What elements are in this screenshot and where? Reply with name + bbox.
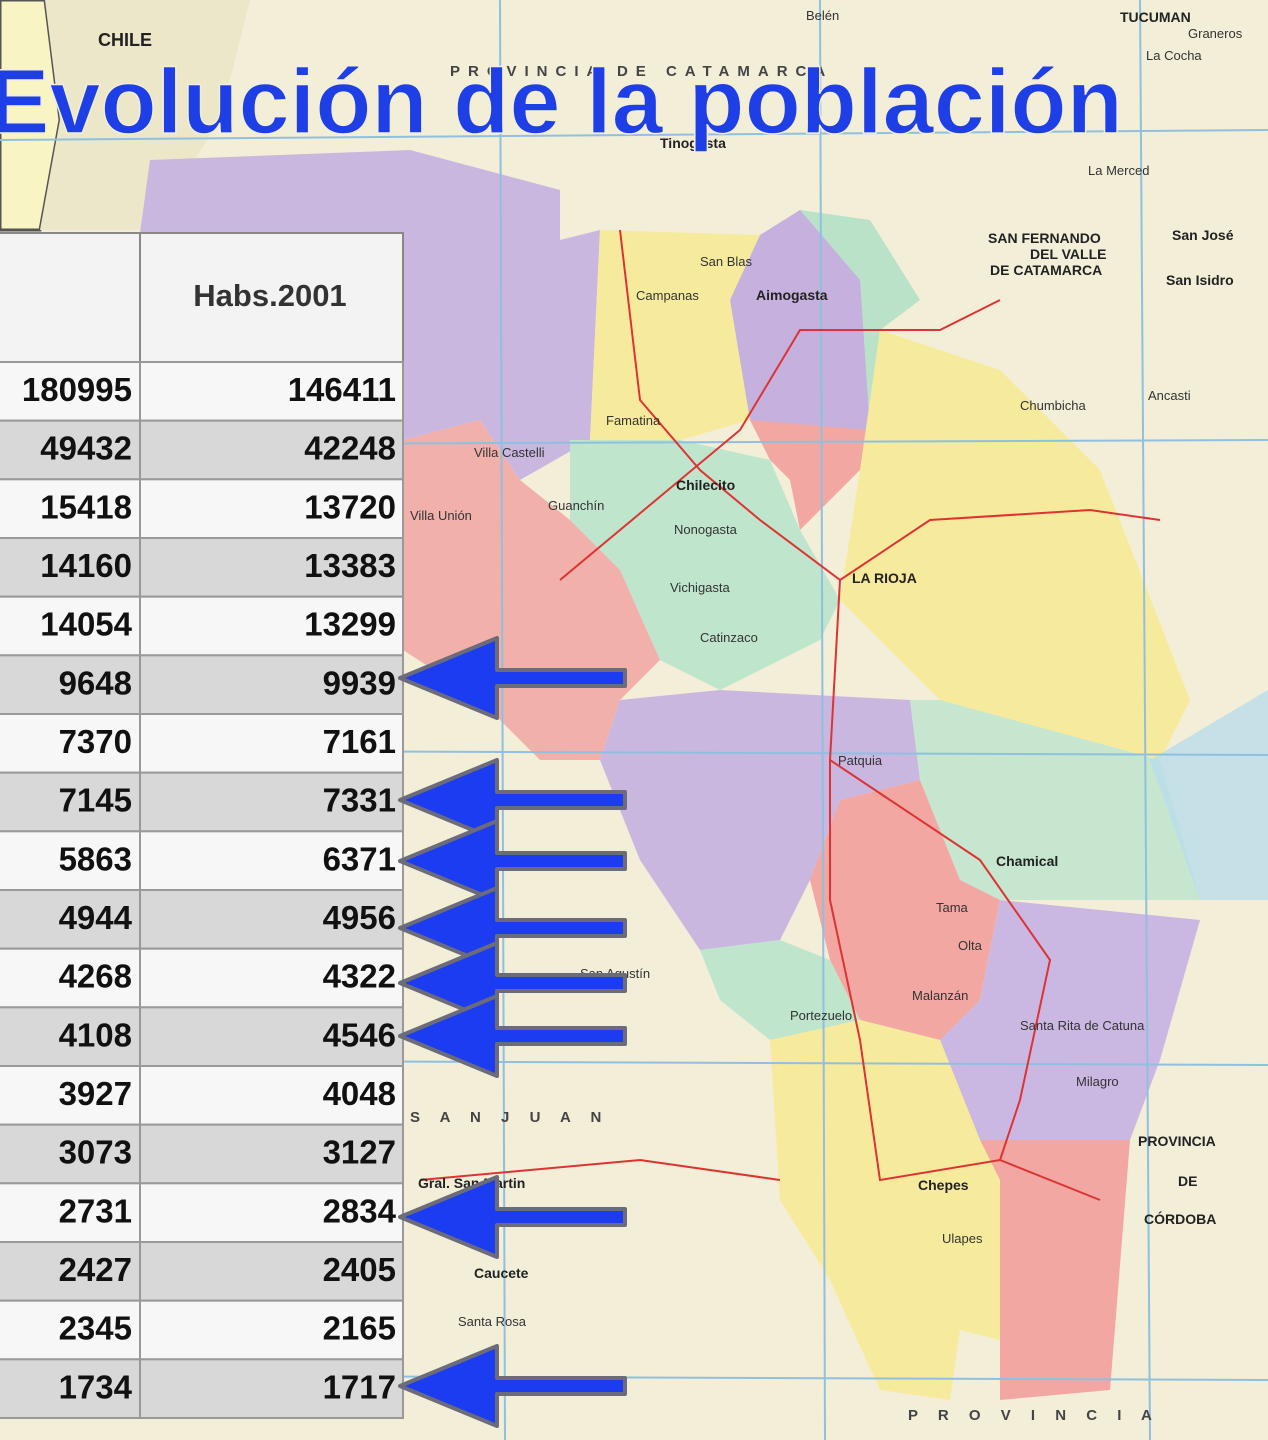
table-cell: 2405 — [323, 1251, 396, 1288]
map-label: DEL VALLE — [1030, 246, 1107, 262]
map-label: Caucete — [474, 1265, 529, 1281]
map-label: Olta — [958, 938, 983, 953]
map-label: Patquia — [838, 753, 883, 768]
table-cell: 4322 — [323, 958, 396, 995]
table-cell: 146411 — [288, 371, 396, 408]
map-label: S A N J U A N — [410, 1109, 609, 1126]
map-label: SAN FERNANDO — [988, 230, 1101, 246]
map-label: Chumbicha — [1020, 398, 1087, 413]
table-cell: 2731 — [59, 1192, 132, 1229]
table-cell: 42248 — [304, 430, 396, 467]
table-cell: 1717 — [323, 1368, 396, 1405]
table-cell: 6371 — [323, 840, 396, 877]
table-cell: 2834 — [323, 1192, 397, 1229]
page: {"title": "Evolución de la población", "… — [0, 0, 1268, 1440]
map-label: Tama — [936, 900, 969, 915]
map-label: LA RIOJA — [852, 570, 917, 586]
table-cell: 4546 — [323, 1016, 396, 1053]
map-label: Vichigasta — [670, 580, 731, 595]
table-cell: 7145 — [59, 782, 132, 819]
map-label: Nonogasta — [674, 522, 738, 537]
map-label: Portezuelo — [790, 1008, 852, 1023]
map-label: Chamical — [996, 853, 1058, 869]
map-label: Santa Rosa — [458, 1314, 527, 1329]
table-cell: 4956 — [323, 899, 396, 936]
map-label: Chepes — [918, 1177, 969, 1193]
map-label: San José — [1172, 227, 1234, 243]
map-label: San Isidro — [1166, 272, 1234, 288]
map-label: Malanzán — [912, 988, 968, 1003]
map-label: Milagro — [1076, 1074, 1119, 1089]
table-cell: 13383 — [304, 547, 396, 584]
table-cell: 9939 — [323, 664, 396, 701]
table-cell: 2427 — [59, 1251, 132, 1288]
table-cell: 15418 — [40, 488, 132, 525]
map-label: Villa Unión — [410, 508, 472, 523]
map-label: Famatina — [606, 413, 661, 428]
table-cell: 13299 — [304, 606, 396, 643]
table-cell: 7161 — [323, 723, 396, 760]
pink-region — [980, 1140, 1130, 1400]
table-cell: 3073 — [59, 1134, 132, 1171]
table-cell: 4268 — [59, 958, 132, 995]
table-cell: 5863 — [59, 840, 132, 877]
table-cell: 14160 — [40, 547, 132, 584]
map-label: CHILE — [98, 30, 152, 50]
map-label: Ancasti — [1148, 388, 1191, 403]
table-cell: 4108 — [59, 1016, 132, 1053]
map-label: Graneros — [1188, 26, 1243, 41]
map-label: Campanas — [636, 288, 699, 303]
map-label: Santa Rita de Catuna — [1020, 1018, 1145, 1033]
map-label: Guanchín — [548, 498, 604, 513]
map-label: TUCUMAN — [1120, 9, 1191, 25]
map-label: CÓRDOBA — [1144, 1210, 1216, 1227]
map-label: DE — [1178, 1173, 1197, 1189]
table-cell: 7331 — [323, 782, 396, 819]
map-label: La Cocha — [1146, 48, 1202, 63]
map-label: PROVINCIA — [1138, 1133, 1216, 1149]
map-label: Villa Castelli — [474, 445, 545, 460]
table-cell: 49432 — [40, 430, 132, 467]
slide-title: Evolución de la población — [0, 51, 1123, 153]
table-cell: 14054 — [40, 606, 132, 643]
slide: CHILE TUCUMAN Graneros La Cocha PROVINCI… — [0, 0, 1268, 1440]
population-table: Habs.2001 180995 146411 49432 42248 15418 137… — [0, 233, 403, 1418]
map-label: San Blas — [700, 254, 753, 269]
table-cell: 3927 — [59, 1075, 132, 1112]
column-header: Habs.2001 — [193, 278, 346, 313]
table-cell: 1734 — [59, 1368, 133, 1405]
map-label: Chilecito — [676, 477, 735, 493]
map-label: Belén — [806, 8, 839, 23]
map-label: DE CATAMARCA — [990, 262, 1102, 278]
map-label: La Merced — [1088, 163, 1149, 178]
map-label: P R O V I N C I A — [908, 1407, 1160, 1424]
table-cell: 9648 — [59, 664, 132, 701]
table-cell: 2165 — [323, 1310, 396, 1347]
map-label: Aimogasta — [756, 287, 828, 303]
table-cell: 180995 — [22, 371, 132, 408]
table-cell: 2345 — [59, 1310, 132, 1347]
map-label: Catinzaco — [700, 630, 758, 645]
table-cell: 7370 — [59, 723, 132, 760]
table-cell: 4944 — [59, 899, 133, 936]
table-cell: 13720 — [304, 488, 396, 525]
map-label: Ulapes — [942, 1231, 983, 1246]
table-cell: 4048 — [323, 1075, 396, 1112]
table-cell: 3127 — [323, 1134, 396, 1171]
